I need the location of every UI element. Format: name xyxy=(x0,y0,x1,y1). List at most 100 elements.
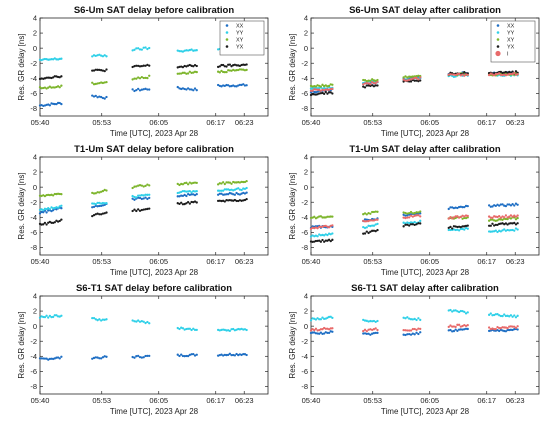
data-point-xx-5-7 xyxy=(227,353,230,357)
series-xy xyxy=(38,68,248,90)
y-tick-label: 4 xyxy=(304,292,308,301)
data-point-yx-3-3 xyxy=(135,209,138,213)
data-point-yx-5-5 xyxy=(494,223,497,227)
data-point-yy-4-4 xyxy=(452,309,456,312)
data-point-i-4-2 xyxy=(449,215,452,219)
data-point-xy-5-18 xyxy=(245,68,248,72)
data-point-i-5-8 xyxy=(499,216,503,219)
data-point-xy-4-7 xyxy=(186,72,190,75)
data-point-yx-1-6 xyxy=(318,239,321,242)
data-point-yx-5-6 xyxy=(496,223,499,227)
data-point-yy-1-11 xyxy=(55,314,58,317)
data-point-yy-3-9 xyxy=(417,317,420,320)
data-point-xx-2-3 xyxy=(94,356,97,359)
data-point-yy-1-11 xyxy=(55,58,58,61)
data-point-yy-4-5 xyxy=(183,49,186,52)
data-point-i-1-7 xyxy=(319,328,323,331)
data-point-i-4-10 xyxy=(463,323,466,327)
data-point-yy-4-8 xyxy=(459,227,462,231)
data-point-xy-2-9 xyxy=(376,78,379,82)
series-yy xyxy=(38,186,248,212)
data-point-xx-2-1 xyxy=(91,206,94,209)
x-tick-label: 05:40 xyxy=(302,257,321,266)
data-point-yy-3-6 xyxy=(140,48,144,51)
data-point-i-4-12 xyxy=(466,214,469,218)
data-point-yy-5-9 xyxy=(501,314,504,318)
data-point-xx-5-10 xyxy=(503,329,506,333)
data-point-yx-3-8 xyxy=(144,208,147,211)
data-point-i-1-10 xyxy=(324,327,327,330)
y-tick-label: -4 xyxy=(30,74,37,83)
data-point-xy-3-9 xyxy=(146,183,149,186)
series-yy xyxy=(309,308,519,324)
data-point-xx-3-7 xyxy=(142,197,145,200)
data-point-i-3-7 xyxy=(413,214,416,217)
y-tick-label: -6 xyxy=(30,228,37,237)
data-point-xy-4-2 xyxy=(178,183,181,187)
data-point-yx-4-5 xyxy=(183,64,186,68)
data-point-yy-4-1 xyxy=(176,49,179,52)
data-point-yy-3-4 xyxy=(408,221,411,225)
data-point-xy-4-6 xyxy=(185,181,188,184)
data-point-yy-2-4 xyxy=(96,201,99,205)
data-point-xy-5-2 xyxy=(218,182,221,185)
data-point-yx-3-4 xyxy=(137,64,140,67)
data-point-yx-5-7 xyxy=(498,222,501,226)
data-point-xx-4-1 xyxy=(176,353,179,356)
data-point-xx-1-14 xyxy=(60,207,63,210)
data-point-yy-2-1 xyxy=(91,202,94,205)
data-point-xx-4-11 xyxy=(464,327,468,330)
data-point-xx-4-2 xyxy=(178,195,181,198)
data-point-yx-3-10 xyxy=(148,207,151,210)
data-point-yx-4-5 xyxy=(183,202,186,206)
data-point-xy-3-2 xyxy=(133,185,136,188)
data-point-xy-3-2 xyxy=(133,77,136,80)
data-point-yy-4-5 xyxy=(454,228,457,232)
data-point-yx-2-1 xyxy=(91,214,94,218)
data-point-yy-5-18 xyxy=(516,228,519,231)
data-point-i-4-7 xyxy=(457,72,461,76)
data-point-xx-4-6 xyxy=(456,329,459,332)
data-point-i-2-1 xyxy=(362,329,365,333)
data-point-xx-2-1 xyxy=(91,357,94,360)
data-point-yx-4-1 xyxy=(176,66,179,69)
data-point-xx-4-7 xyxy=(457,205,461,209)
data-point-yx-2-2 xyxy=(92,213,96,217)
x-tick-label: 05:40 xyxy=(31,396,50,405)
data-point-yy-4-8 xyxy=(188,48,191,52)
data-point-i-5-17 xyxy=(514,326,518,330)
data-point-xx-5-18 xyxy=(245,353,248,357)
data-point-xx-1-6 xyxy=(318,332,321,335)
data-point-xy-5-7 xyxy=(227,69,230,72)
data-point-xx-1-12 xyxy=(327,331,331,335)
data-point-xx-4-9 xyxy=(190,193,193,196)
data-point-yx-5-12 xyxy=(235,64,238,67)
chart-title: S6-T1 SAT delay before calibration xyxy=(76,283,232,294)
series-xx xyxy=(38,83,248,108)
data-point-xy-3-6 xyxy=(140,184,144,187)
data-point-xy-3-6 xyxy=(411,212,415,215)
data-point-xx-4-7 xyxy=(457,328,461,331)
data-point-yy-5-2 xyxy=(218,189,221,192)
data-point-xx-5-16 xyxy=(242,83,245,86)
data-point-yy-4-2 xyxy=(449,228,452,232)
data-point-yy-5-18 xyxy=(245,328,248,332)
y-tick-label: 2 xyxy=(304,29,308,38)
series-yx xyxy=(38,197,248,226)
data-point-yx-4-9 xyxy=(190,64,193,67)
data-point-yx-3-7 xyxy=(413,79,416,82)
data-point-yx-1-5 xyxy=(45,223,48,226)
data-point-xx-5-12 xyxy=(235,191,238,195)
data-point-yy-5-5 xyxy=(223,188,226,191)
data-point-xy-3-8 xyxy=(144,184,147,188)
data-point-yy-4-5 xyxy=(454,309,457,312)
data-point-yy-3-4 xyxy=(137,319,140,322)
data-point-yx-3-9 xyxy=(417,222,420,225)
data-point-xy-1-8 xyxy=(321,216,324,219)
data-point-i-2-1 xyxy=(362,219,365,223)
data-point-xy-2-9 xyxy=(105,80,108,84)
data-point-i-5-16 xyxy=(513,325,516,328)
data-point-xy-4-9 xyxy=(461,217,464,220)
data-point-yy-4-5 xyxy=(183,328,186,331)
